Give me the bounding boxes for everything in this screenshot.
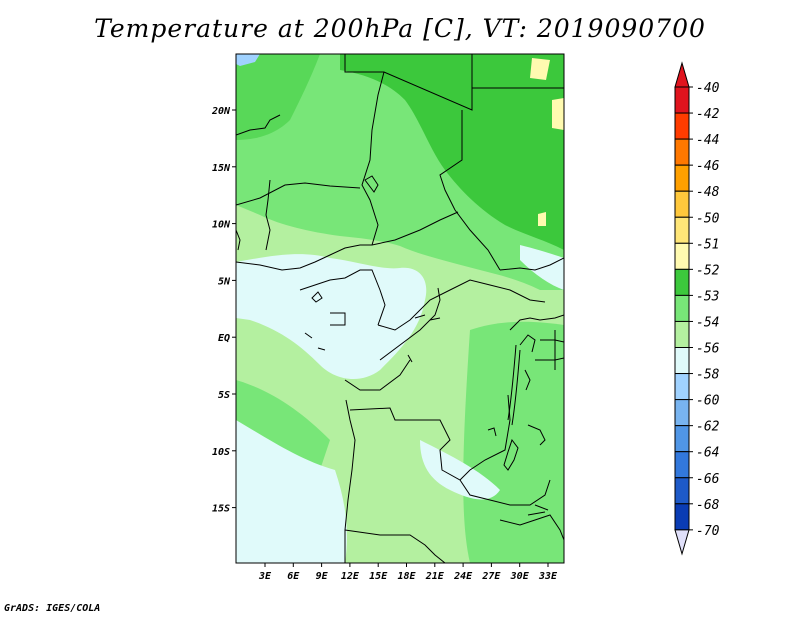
colorbar-label: -51 xyxy=(696,237,719,252)
band-minus52-northwest xyxy=(236,54,320,140)
colorbar-label: -48 xyxy=(696,185,720,200)
y-tick-label: EQ xyxy=(218,333,230,344)
colorbar-label: -58 xyxy=(696,368,720,383)
colorbar-label: -46 xyxy=(696,159,720,174)
colorbar-swatch xyxy=(674,164,690,192)
x-tick-label: 30E xyxy=(510,571,530,582)
colorbar-swatch xyxy=(674,242,690,270)
y-tick-label: 20N xyxy=(211,106,231,117)
x-axis: 3E 6E 9E 12E 15E 18E 21E 24E 27E 30E 33E xyxy=(258,563,558,582)
map-frame xyxy=(235,53,565,564)
x-tick-label: 18E xyxy=(397,571,416,582)
band-minus53-west xyxy=(236,380,330,470)
colorbar-legend: -40 -42 -44 -46 -48 -50 -51 -52 -53 -54 -56 -58 -60 -… xyxy=(674,61,720,556)
colorbar-label: -52 xyxy=(696,263,720,278)
y-tick-label: 5N xyxy=(218,276,231,287)
colorbar-swatch xyxy=(674,216,690,244)
colorbar-swatch xyxy=(674,320,690,349)
colorbar-label: -64 xyxy=(696,446,719,461)
colorbar-swatch xyxy=(674,399,690,427)
country-borders xyxy=(236,54,564,563)
y-axis: 20N 15N 10N 5N EQ 5S 10S 15S xyxy=(211,106,236,515)
map-title: Temperature at 200hPa [C], VT: 201909070… xyxy=(94,14,706,43)
x-tick-label: 33E xyxy=(538,571,558,582)
colorbar-label: -44 xyxy=(696,133,719,148)
colorbar-swatch xyxy=(674,347,690,375)
colorbar-label: -70 xyxy=(696,524,720,539)
x-tick-label: 24E xyxy=(453,571,473,582)
colorbar-label: -54 xyxy=(696,315,719,330)
x-tick-label: 9E xyxy=(316,571,329,582)
y-tick-label: 15S xyxy=(212,504,230,515)
band-minus51-patch-1 xyxy=(530,58,550,80)
colorbar-swatch xyxy=(674,138,690,166)
colorbar-swatch xyxy=(674,294,690,322)
colorbar-bottom-arrow xyxy=(674,529,690,556)
x-tick-label: 21E xyxy=(425,571,445,582)
colorbar-label: -53 xyxy=(696,289,719,304)
colorbar-label: -40 xyxy=(696,81,720,96)
colorbar-swatch xyxy=(674,86,690,114)
colorbar-swatch xyxy=(674,190,690,218)
colorbar-label: -50 xyxy=(696,211,720,226)
band-minus58-corner xyxy=(236,54,260,66)
colorbar-swatch xyxy=(674,112,690,140)
band-minus51-patch-3 xyxy=(538,212,546,226)
colorbar-label: -56 xyxy=(696,342,720,357)
colorbar-swatch xyxy=(674,503,690,531)
colorbar-swatch xyxy=(674,451,690,479)
band-minus52-northeast xyxy=(340,54,564,250)
colorbar-label: -68 xyxy=(696,498,720,513)
colorbar-top-arrow xyxy=(674,61,690,88)
colorbar-swatch xyxy=(674,373,690,401)
grads-credit: GrADS: IGES/COLA xyxy=(4,603,101,614)
colorbar-label: -60 xyxy=(696,394,720,409)
y-tick-label: 5S xyxy=(218,390,230,401)
colorbar-swatch xyxy=(674,477,690,505)
y-tick-label: 10N xyxy=(212,220,231,231)
colorbar-swatch xyxy=(674,268,690,296)
x-tick-label: 15E xyxy=(369,571,388,582)
band-minus51-patch-2 xyxy=(552,98,564,130)
x-tick-label: 6E xyxy=(287,571,300,582)
lakes-and-coast xyxy=(236,175,549,516)
x-tick-label: 27E xyxy=(481,571,501,582)
colorbar-label: -66 xyxy=(696,472,720,487)
y-tick-label: 15N xyxy=(212,163,231,174)
colorbar-label: -42 xyxy=(696,107,720,122)
band-minus56-center xyxy=(236,254,427,380)
colorbar-label: -62 xyxy=(696,420,720,435)
x-tick-label: 3E xyxy=(258,571,272,582)
x-tick-label: 12E xyxy=(341,571,360,582)
temperature-field xyxy=(236,54,564,563)
band-minus56-southwest xyxy=(236,420,347,563)
y-tick-label: 10S xyxy=(212,447,230,458)
colorbar-swatch xyxy=(674,425,690,453)
